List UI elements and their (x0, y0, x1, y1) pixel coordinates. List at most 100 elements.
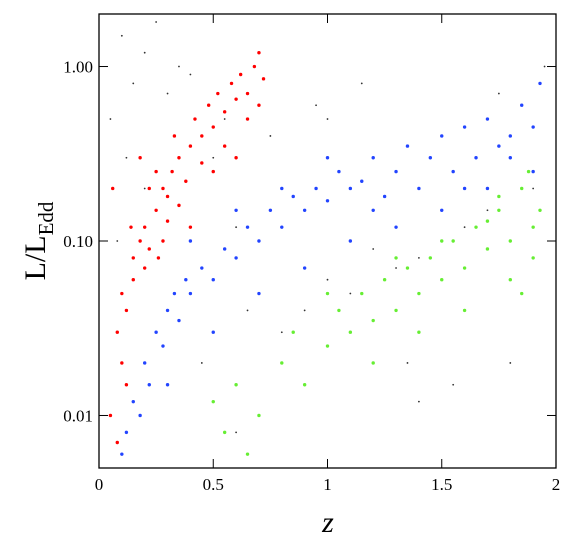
point (147, 186, 151, 191)
point (211, 169, 215, 174)
point (440, 208, 444, 212)
point (497, 208, 501, 212)
point (280, 361, 284, 365)
point (222, 110, 227, 114)
point (337, 308, 341, 313)
point (234, 383, 238, 387)
point (497, 92, 500, 95)
point (531, 125, 535, 129)
point (184, 278, 188, 282)
point (235, 431, 238, 434)
point (143, 51, 146, 54)
point (280, 331, 283, 334)
point (280, 186, 284, 191)
point (348, 239, 353, 243)
point (526, 169, 531, 174)
point (188, 239, 193, 243)
point (245, 225, 250, 229)
point (394, 225, 398, 229)
point (315, 104, 317, 107)
point (486, 209, 489, 212)
point (211, 399, 215, 404)
point (485, 219, 490, 223)
point (165, 219, 170, 223)
x-tick-label: 1.5 (431, 475, 452, 494)
point (124, 308, 129, 313)
point (177, 203, 181, 208)
point (520, 103, 524, 107)
point (120, 452, 124, 456)
point (143, 266, 147, 270)
point (325, 156, 330, 160)
point (314, 186, 318, 191)
point (268, 208, 273, 212)
point (326, 278, 329, 281)
point (406, 362, 409, 364)
y-axis-label-main: L/L (19, 235, 52, 280)
point (417, 291, 421, 296)
point (372, 248, 375, 250)
point (177, 156, 181, 160)
point (222, 430, 227, 435)
point (302, 208, 307, 212)
point (216, 91, 220, 96)
point (124, 383, 129, 387)
point (143, 361, 147, 365)
point (394, 169, 398, 174)
point (125, 156, 128, 159)
point (520, 291, 524, 296)
point (440, 278, 444, 282)
point (184, 179, 188, 183)
x-tick-label: 1 (323, 475, 332, 494)
point (257, 413, 261, 418)
point (325, 291, 330, 296)
point (418, 400, 420, 403)
point (520, 186, 524, 191)
point (129, 225, 133, 229)
point (147, 247, 151, 251)
point (154, 208, 158, 212)
point (395, 267, 397, 269)
point (200, 362, 203, 364)
y-axis-label: L/LEdd (19, 201, 58, 280)
point (211, 125, 215, 129)
point (485, 247, 490, 251)
point (463, 226, 466, 229)
point (543, 65, 546, 68)
x-tick-label: 0.5 (203, 475, 224, 494)
point (497, 144, 501, 148)
point (538, 208, 542, 212)
point (532, 187, 535, 190)
point (302, 266, 307, 270)
point (234, 156, 238, 160)
point (165, 383, 170, 387)
point (531, 256, 535, 260)
point (172, 291, 177, 296)
point (229, 81, 234, 86)
point (360, 82, 363, 85)
point (462, 186, 467, 191)
point (485, 117, 490, 121)
point (508, 156, 512, 160)
point (147, 383, 151, 387)
x-axis-label: z (321, 506, 334, 539)
x-tick-label: 2 (552, 475, 561, 494)
x-tick-label: 0 (95, 475, 104, 494)
point (371, 361, 375, 365)
point (143, 225, 147, 229)
point (452, 383, 455, 386)
point (131, 399, 135, 404)
point (161, 186, 165, 191)
point (326, 118, 329, 120)
y-tick-label: 1.00 (63, 58, 93, 77)
point (451, 239, 455, 243)
point (200, 134, 204, 138)
point (382, 194, 387, 199)
point (269, 135, 272, 137)
point (154, 169, 158, 174)
point (462, 266, 467, 270)
point (235, 226, 238, 229)
point (485, 186, 490, 191)
point (508, 134, 512, 138)
